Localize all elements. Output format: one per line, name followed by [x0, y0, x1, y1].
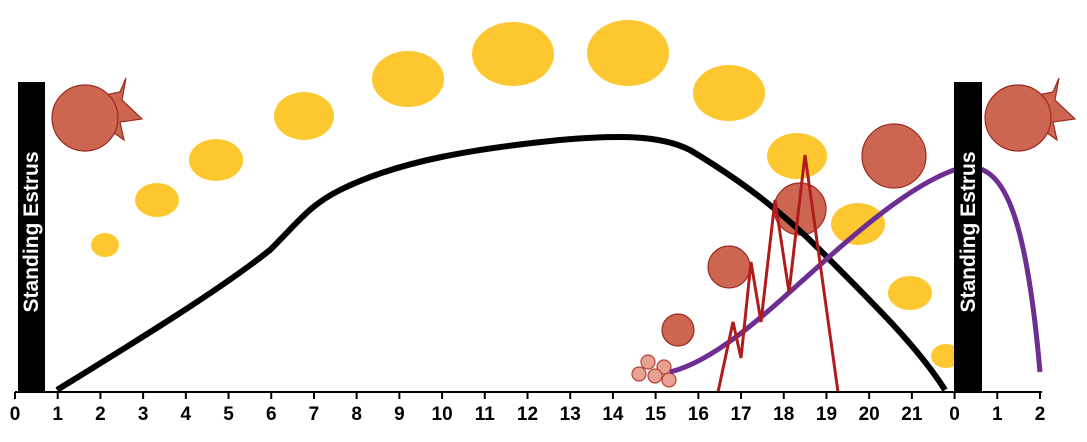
day-label: 17	[730, 404, 751, 425]
standing-estrus-label: Standing Estrus	[20, 151, 43, 312]
lh-pulses	[716, 154, 840, 393]
day-label: 10	[432, 404, 453, 425]
day-label: 6	[266, 404, 277, 425]
progesterone-curve	[55, 134, 948, 393]
day-label: 1	[992, 404, 1003, 425]
day-ticks: 0 1 2 3 4 5 6 7 8 9 10 11 12 13 14 15 16 17 18 19 20 21 0 1 2	[10, 392, 1046, 425]
estrus-bar-right	[954, 82, 982, 392]
day-label: 12	[517, 404, 538, 425]
day-label: 3	[138, 404, 149, 425]
corpora-lutea	[51, 77, 1077, 388]
day-label: 2	[95, 404, 106, 425]
estrus-bar-left	[18, 82, 45, 392]
day-label: 5	[223, 404, 234, 425]
day-label: 11	[475, 404, 496, 425]
day-label: 18	[773, 404, 794, 425]
day-label: 13	[560, 404, 581, 425]
day-label: 16	[688, 404, 709, 425]
day-label: 15	[645, 404, 667, 425]
day-label: 0	[10, 404, 21, 425]
day-label: 2	[1035, 404, 1046, 425]
day-label: 20	[859, 404, 880, 425]
day-label: 9	[394, 404, 405, 425]
follicles	[91, 20, 961, 368]
standing-estrus-label: Standing Estrus	[957, 151, 980, 312]
day-label: 7	[309, 404, 320, 425]
day-label: 14	[602, 404, 624, 425]
day-label: 4	[181, 404, 192, 425]
day-label: 0	[949, 404, 960, 425]
day-label: 8	[351, 404, 362, 425]
day-label: 1	[52, 404, 63, 425]
estrogen-curve	[669, 164, 1043, 375]
day-label: 21	[901, 404, 923, 425]
day-label: 19	[816, 404, 837, 425]
